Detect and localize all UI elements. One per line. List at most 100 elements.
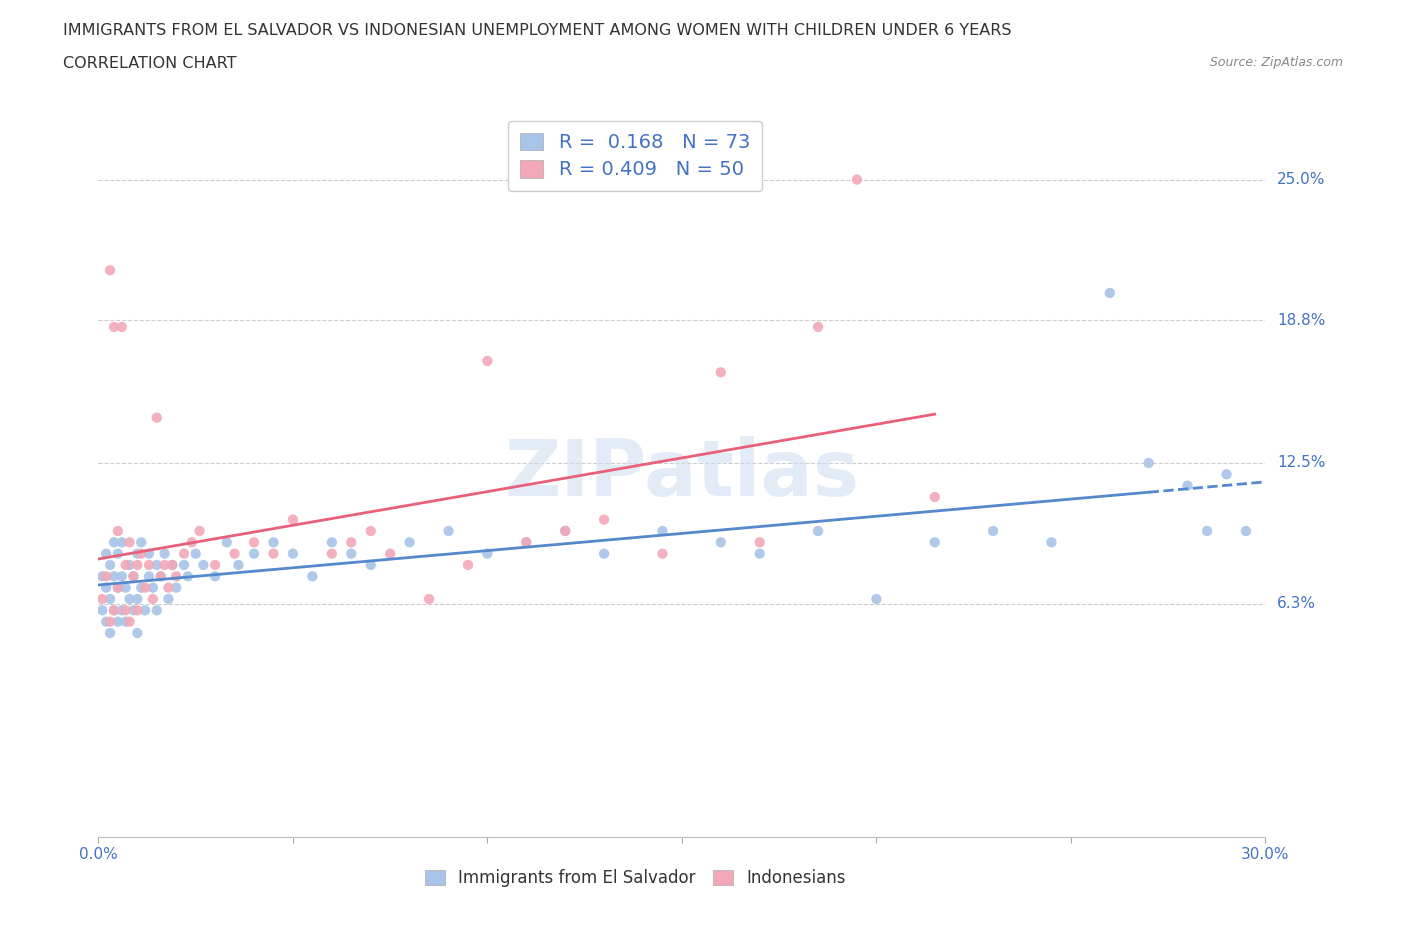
Point (340, 546, 363, 561)
Point (554, 524, 576, 538)
Text: 18.8%: 18.8% (1277, 312, 1326, 327)
Point (1137, 456, 1160, 471)
Point (103, 535, 125, 550)
Point (118, 591, 141, 606)
Point (153, 557, 176, 572)
Point (748, 546, 770, 561)
Point (710, 365, 733, 379)
Point (924, 535, 946, 550)
Point (138, 569, 160, 584)
Point (111, 603, 134, 618)
Point (103, 603, 125, 618)
Point (111, 535, 134, 550)
Point (149, 569, 172, 584)
Point (865, 591, 887, 606)
Point (807, 524, 830, 538)
Text: 12.5%: 12.5% (1277, 456, 1326, 471)
Point (111, 569, 134, 584)
Point (146, 410, 169, 425)
Point (1234, 524, 1257, 538)
Point (477, 353, 499, 368)
Point (243, 535, 266, 550)
Point (165, 569, 187, 584)
Point (215, 535, 238, 550)
Point (321, 535, 343, 550)
Point (173, 557, 195, 572)
Point (184, 546, 207, 561)
Point (103, 603, 125, 618)
Point (118, 557, 141, 572)
Point (129, 580, 152, 595)
Point (157, 591, 180, 606)
Point (593, 512, 616, 527)
Text: Source: ZipAtlas.com: Source: ZipAtlas.com (1209, 56, 1343, 69)
Point (122, 569, 145, 584)
Point (134, 580, 156, 595)
Point (96, 569, 118, 584)
Point (380, 546, 402, 561)
Point (593, 546, 616, 561)
Text: 25.0%: 25.0% (1277, 172, 1326, 187)
Point (111, 320, 134, 335)
Point (340, 535, 363, 550)
Point (1195, 524, 1218, 538)
Point (301, 569, 323, 584)
Point (138, 557, 160, 572)
Point (281, 512, 304, 527)
Point (437, 524, 460, 538)
Point (114, 614, 136, 629)
Point (96, 546, 118, 561)
Point (127, 546, 149, 561)
Legend: Immigrants from El Salvador, Indonesians: Immigrants from El Salvador, Indonesians (419, 863, 852, 894)
Point (98, 614, 121, 629)
Point (98, 626, 121, 641)
Point (457, 557, 479, 572)
Point (321, 546, 343, 561)
Point (281, 546, 304, 561)
Point (515, 535, 537, 550)
Point (398, 535, 420, 550)
Text: IMMIGRANTS FROM EL SALVADOR VS INDONESIAN UNEMPLOYMENT AMONG WOMEN WITH CHILDREN: IMMIGRANTS FROM EL SALVADOR VS INDONESIA… (63, 23, 1012, 38)
Point (98, 591, 121, 606)
Point (107, 524, 129, 538)
Point (262, 546, 284, 561)
Point (243, 546, 266, 561)
Point (107, 614, 129, 629)
Point (846, 172, 869, 187)
Point (162, 557, 184, 572)
Point (91, 603, 114, 618)
Point (515, 535, 537, 550)
Point (162, 557, 184, 572)
Point (122, 603, 145, 618)
Point (651, 546, 673, 561)
Point (146, 557, 169, 572)
Point (122, 569, 145, 584)
Point (114, 580, 136, 595)
Point (981, 524, 1004, 538)
Point (418, 591, 440, 606)
Point (127, 626, 149, 641)
Point (228, 557, 250, 572)
Point (146, 603, 169, 618)
Point (96, 580, 118, 595)
Point (96, 614, 118, 629)
Text: CORRELATION CHART: CORRELATION CHART (63, 56, 236, 71)
Point (1040, 535, 1063, 550)
Point (98, 557, 121, 572)
Point (149, 569, 172, 584)
Point (173, 546, 195, 561)
Point (103, 320, 125, 335)
Point (129, 546, 152, 561)
Point (127, 557, 149, 572)
Point (204, 557, 226, 572)
Point (1098, 286, 1121, 300)
Point (1177, 478, 1199, 493)
Point (165, 580, 187, 595)
Point (224, 546, 246, 561)
Point (114, 603, 136, 618)
Point (107, 546, 129, 561)
Point (1215, 467, 1237, 482)
Point (107, 580, 129, 595)
Point (138, 546, 160, 561)
Point (98, 263, 121, 278)
